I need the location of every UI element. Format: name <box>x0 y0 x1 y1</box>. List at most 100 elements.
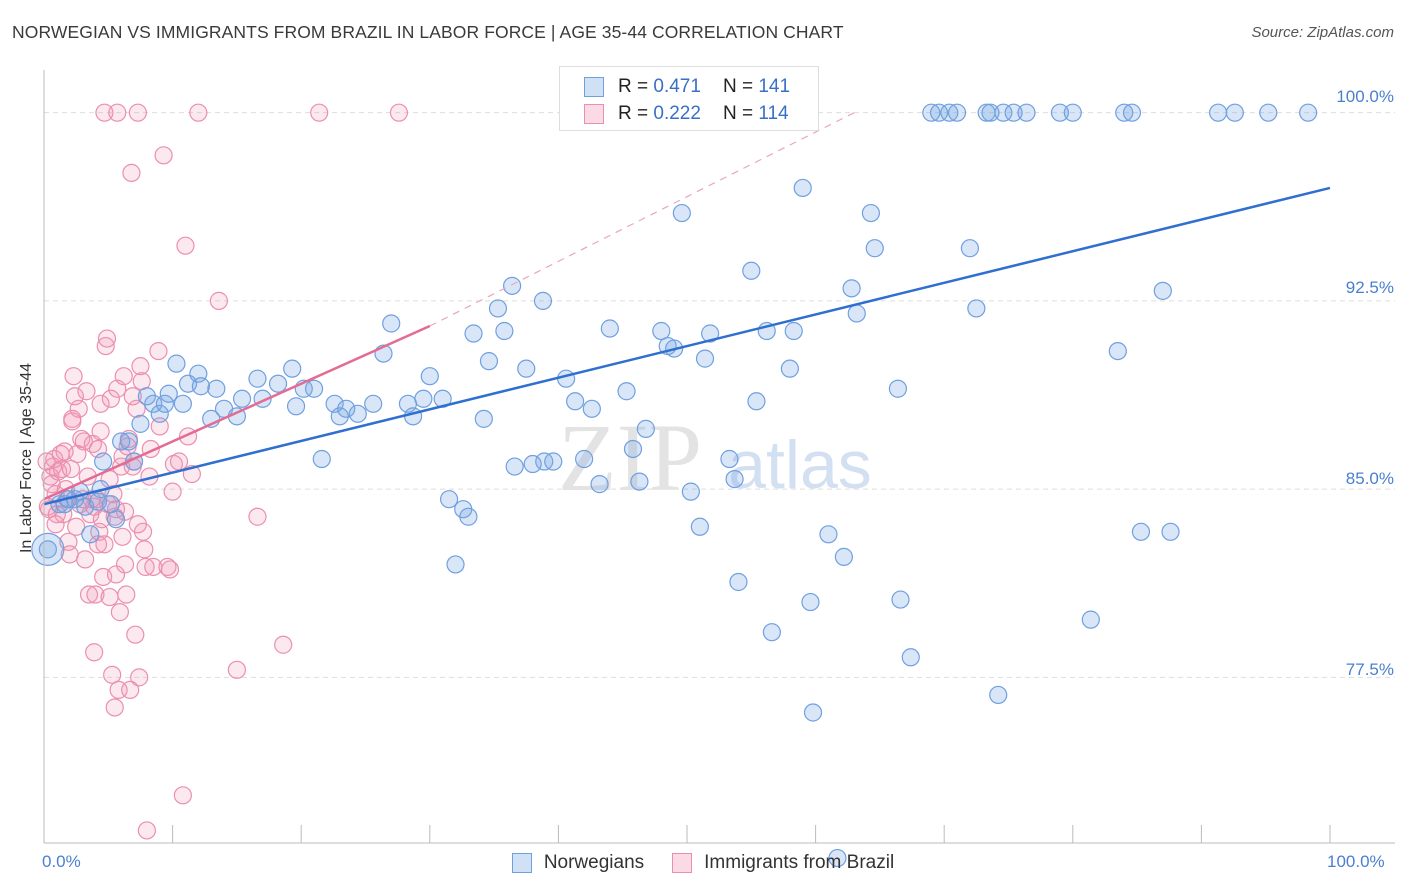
norwegian-point <box>701 324 720 343</box>
norwegian-point <box>989 685 1008 705</box>
brazil-point <box>103 665 122 684</box>
axes <box>43 70 1395 844</box>
norwegian-point <box>159 384 178 403</box>
brazil-point <box>128 515 147 534</box>
norwegian-point <box>557 369 576 388</box>
norwegian-point <box>1108 341 1127 361</box>
norwegian-point <box>1115 103 1134 122</box>
norwegian-point <box>523 454 542 474</box>
norwegian-trend-line <box>43 186 1331 506</box>
legend-item-norwegians[interactable]: Norwegians <box>511 852 645 874</box>
norwegian-point <box>459 507 478 526</box>
brazil-point <box>131 357 150 376</box>
norwegian-point <box>652 321 671 341</box>
norwegian-point <box>865 239 884 258</box>
brazil-point <box>169 452 189 471</box>
brazil-trend-line <box>43 324 431 501</box>
norwegian-point <box>780 359 799 378</box>
legend-r-value: 0.222 <box>653 103 701 124</box>
brazil-point <box>67 517 86 536</box>
norwegian-point <box>248 369 267 388</box>
brazil-point <box>176 236 195 255</box>
brazil-point <box>37 452 56 471</box>
norwegian-point <box>725 469 744 489</box>
norwegian-point <box>364 394 383 413</box>
legend-item-brazil[interactable]: Immigrants from Brazil <box>672 852 894 874</box>
brazil-point <box>136 557 155 577</box>
brazil-point <box>72 429 91 449</box>
norwegian-point <box>382 314 401 333</box>
norwegian-point <box>742 261 761 280</box>
norwegian-point <box>155 394 174 413</box>
brazil-point <box>173 786 192 805</box>
norwegian-point <box>929 103 949 122</box>
legend-swatch-pink <box>672 853 693 873</box>
brazil-point <box>76 550 95 569</box>
norwegian-point <box>729 572 748 592</box>
y-tick-92-5: 92.5% <box>1345 278 1394 297</box>
norwegian-point <box>803 703 823 722</box>
norwegian-point <box>1259 103 1278 122</box>
norwegian-point <box>505 457 524 476</box>
brazil-point <box>310 103 329 122</box>
brazil-point <box>77 382 96 401</box>
norwegian-point <box>1081 610 1100 629</box>
legend-n-value: 114 <box>758 103 789 124</box>
brazil-point <box>130 668 149 687</box>
norwegian-point <box>690 517 709 536</box>
brazil-point <box>95 103 114 122</box>
norwegian-point <box>420 367 439 386</box>
norwegian-point <box>922 103 941 122</box>
brazil-point <box>163 482 182 501</box>
norwegian-point <box>503 276 522 295</box>
norwegian-point <box>167 354 186 373</box>
norwegian-point <box>207 379 226 398</box>
norwegian-point <box>801 592 820 612</box>
chart-title: NORWEGIAN VS IMMIGRANTS FROM BRAZIL IN L… <box>12 22 844 42</box>
norwegian-point <box>131 414 150 433</box>
norwegian-point <box>981 103 1000 122</box>
legend-swatch-pink <box>584 104 604 124</box>
brazil-point <box>108 103 127 122</box>
norwegian-point <box>828 848 847 868</box>
norwegian-point <box>1004 103 1023 122</box>
norwegian-point-large <box>31 532 65 566</box>
norwegian-point <box>439 490 459 509</box>
brazil-point <box>96 336 115 356</box>
norwegian-point <box>784 321 803 341</box>
norwegian-point <box>681 482 700 501</box>
brazil-point <box>158 557 177 577</box>
norwegian-point <box>1131 522 1151 541</box>
brazil-point <box>248 507 267 526</box>
series-legend: Norwegians Immigrants from Brazil <box>0 852 1406 874</box>
brazil-point <box>132 372 151 391</box>
norwegian-point <box>286 397 306 416</box>
norwegian-point <box>834 547 853 566</box>
brazil-point <box>69 399 88 418</box>
norwegian-point <box>842 279 861 298</box>
brazil-point <box>128 103 147 122</box>
norwegian-point <box>901 648 920 667</box>
brazil-point <box>115 555 135 574</box>
brazil-point <box>114 367 133 386</box>
brazil-point <box>189 103 208 122</box>
legend-r-label: R = <box>618 76 649 97</box>
norwegian-point <box>762 623 781 642</box>
norwegian-point <box>479 352 499 371</box>
norwegian-point <box>464 324 483 343</box>
norwegian-point <box>636 419 655 438</box>
y-tick-100: 100.0% <box>1336 87 1394 106</box>
norwegian-point <box>672 203 691 223</box>
norwegian-point <box>582 399 601 418</box>
brazil-point <box>105 698 124 717</box>
norwegian-point <box>630 472 649 491</box>
norwegian-point <box>590 475 609 494</box>
norwegian-point <box>191 377 210 396</box>
brazil-point <box>227 660 246 679</box>
brazil-point <box>113 527 132 546</box>
correlation-legend: R = 0.471 N = 141 R = 0.222 N = 114 <box>559 66 819 131</box>
legend-label-norwegians: Norwegians <box>543 852 645 873</box>
norwegian-point <box>623 439 643 459</box>
brazil-point <box>160 560 180 579</box>
brazil-point <box>42 475 61 494</box>
